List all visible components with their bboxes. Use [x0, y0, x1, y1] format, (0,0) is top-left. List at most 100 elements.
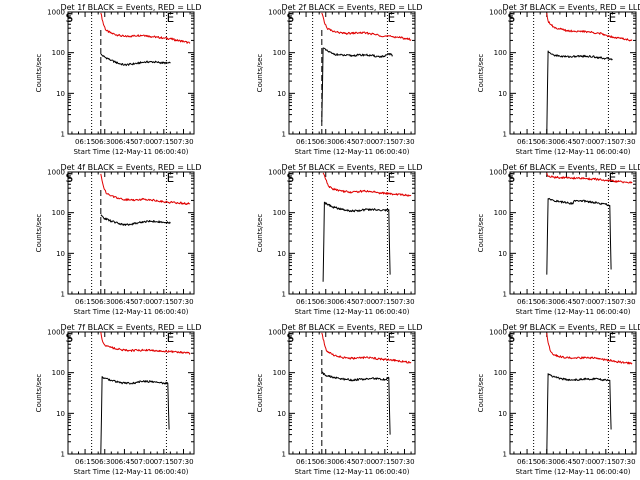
marker-e: E: [388, 171, 396, 185]
chart-panel: Det 5f BLACK = Events, RED = LLD 1 10 100 10…: [256, 163, 423, 316]
lld-series-line: [546, 172, 633, 184]
y-tick-label: 1000: [47, 9, 65, 17]
y-tick-label: 1000: [489, 9, 507, 17]
marker-s: S: [508, 11, 516, 25]
x-tick-label: 06:15: [296, 298, 316, 306]
x-tick-label: 06:45: [556, 138, 576, 146]
chart-panel: Det 6f BLACK = Events, RED = LLD 1 10 100 10…: [477, 163, 640, 316]
x-tick-label: 07:15: [375, 298, 395, 306]
y-tick-label: 10: [56, 90, 65, 98]
x-tick-label: 06:15: [517, 458, 537, 466]
x-tick-label: 07:00: [134, 458, 154, 466]
y-axis-title: Counts/sec: [477, 374, 485, 413]
chart-title: Det 4f BLACK = Events, RED = LLD: [60, 163, 201, 172]
y-tick-label: 100: [52, 49, 65, 57]
lld-series-line: [100, 331, 191, 355]
chart-panel: Det 9f BLACK = Events, RED = LLD 1 10 100 10…: [477, 323, 640, 476]
x-tick-label: 06:30: [95, 298, 115, 306]
x-tick-label: 07:00: [355, 138, 375, 146]
x-tick-label: 06:30: [537, 458, 557, 466]
y-tick-label: 1000: [268, 329, 286, 337]
y-tick-label: 10: [498, 250, 507, 258]
x-tick-label: 07:30: [394, 298, 414, 306]
y-axis-title: Counts/sec: [477, 54, 485, 93]
x-tick-label: 06:45: [114, 138, 134, 146]
x-tick-label: 07:15: [375, 458, 395, 466]
y-tick-label: 1: [61, 131, 65, 139]
axis-frame: [509, 171, 637, 295]
events-series-line: [322, 201, 391, 282]
x-axis-title: Start Time (12-May-11 06:00:40): [294, 468, 409, 476]
y-tick-label: 10: [277, 90, 286, 98]
y-axis-title: Counts/sec: [477, 214, 485, 253]
x-tick-label: 07:30: [394, 138, 414, 146]
marker-s: S: [66, 331, 74, 345]
lld-series-line: [100, 12, 191, 44]
y-tick-label: 1000: [47, 169, 65, 177]
x-tick-label: 06:45: [335, 138, 355, 146]
x-axis-title: Start Time (12-May-11 06:00:40): [73, 308, 188, 316]
axis-frame: [67, 11, 195, 135]
y-tick-label: 1000: [268, 169, 286, 177]
y-tick-label: 1: [61, 291, 65, 299]
y-tick-label: 10: [56, 410, 65, 418]
x-axis-title: Start Time (12-May-11 06:00:40): [294, 308, 409, 316]
x-axis-title: Start Time (12-May-11 06:00:40): [515, 308, 630, 316]
chart-title: Det 9f BLACK = Events, RED = LLD: [502, 323, 640, 332]
chart-title: Det 5f BLACK = Events, RED = LLD: [281, 163, 422, 172]
lld-series-line: [322, 172, 412, 197]
y-tick-label: 1000: [489, 169, 507, 177]
marker-s: S: [508, 171, 516, 185]
marker-s: S: [66, 11, 74, 25]
x-tick-label: 06:30: [537, 138, 557, 146]
x-tick-label: 07:30: [173, 138, 193, 146]
x-tick-label: 07:15: [375, 138, 395, 146]
x-tick-label: 07:30: [615, 298, 635, 306]
x-tick-label: 06:15: [75, 458, 95, 466]
chart-panel: Det 4f BLACK = Events, RED = LLD 1 10 100 10…: [35, 163, 202, 316]
events-series-line: [321, 47, 394, 122]
y-tick-label: 1: [503, 131, 507, 139]
x-tick-label: 06:45: [114, 298, 134, 306]
x-tick-label: 06:45: [556, 298, 576, 306]
x-tick-label: 07:00: [134, 298, 154, 306]
events-series-line: [321, 371, 391, 435]
chart-panel: Det 8f BLACK = Events, RED = LLD 1 10 100 10…: [256, 323, 423, 476]
y-axis-title: Counts/sec: [35, 54, 43, 93]
y-axis-title: Counts/sec: [35, 214, 43, 253]
y-tick-label: 1: [503, 291, 507, 299]
x-tick-label: 07:00: [576, 458, 596, 466]
y-tick-label: 1000: [268, 9, 286, 17]
x-axis-title: Start Time (12-May-11 06:00:40): [73, 468, 188, 476]
y-tick-label: 1: [282, 451, 286, 459]
x-tick-label: 07:30: [173, 298, 193, 306]
x-tick-label: 06:15: [75, 298, 95, 306]
x-tick-label: 07:00: [355, 458, 375, 466]
lld-series-line: [321, 12, 412, 41]
marker-e: E: [609, 331, 617, 345]
events-series-line: [100, 376, 170, 455]
y-tick-label: 1000: [489, 329, 507, 337]
x-axis-title: Start Time (12-May-11 06:00:40): [73, 148, 188, 156]
chart-title: Det 7f BLACK = Events, RED = LLD: [60, 323, 201, 332]
x-tick-label: 07:00: [576, 138, 596, 146]
x-tick-label: 06:30: [95, 138, 115, 146]
axis-frame: [509, 11, 637, 135]
lld-series-line: [546, 332, 633, 365]
events-series-line: [546, 197, 612, 275]
y-axis-title: Counts/sec: [256, 54, 264, 93]
x-tick-label: 07:30: [173, 458, 193, 466]
axis-frame: [288, 171, 416, 295]
x-tick-label: 06:30: [316, 458, 336, 466]
events-series-line: [546, 50, 613, 135]
x-tick-label: 07:15: [154, 298, 174, 306]
y-axis-title: Counts/sec: [256, 214, 264, 253]
marker-s: S: [287, 11, 295, 25]
y-tick-label: 1: [61, 451, 65, 459]
marker-s: S: [287, 331, 295, 345]
y-tick-label: 1: [503, 451, 507, 459]
marker-e: E: [167, 11, 175, 25]
marker-e: E: [388, 331, 396, 345]
y-tick-label: 10: [498, 90, 507, 98]
chart-title: Det 2f BLACK = Events, RED = LLD: [281, 3, 422, 12]
